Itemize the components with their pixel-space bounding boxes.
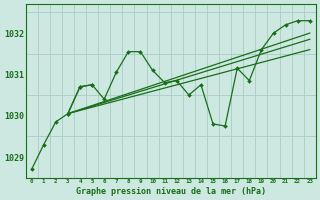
X-axis label: Graphe pression niveau de la mer (hPa): Graphe pression niveau de la mer (hPa) [76,187,266,196]
